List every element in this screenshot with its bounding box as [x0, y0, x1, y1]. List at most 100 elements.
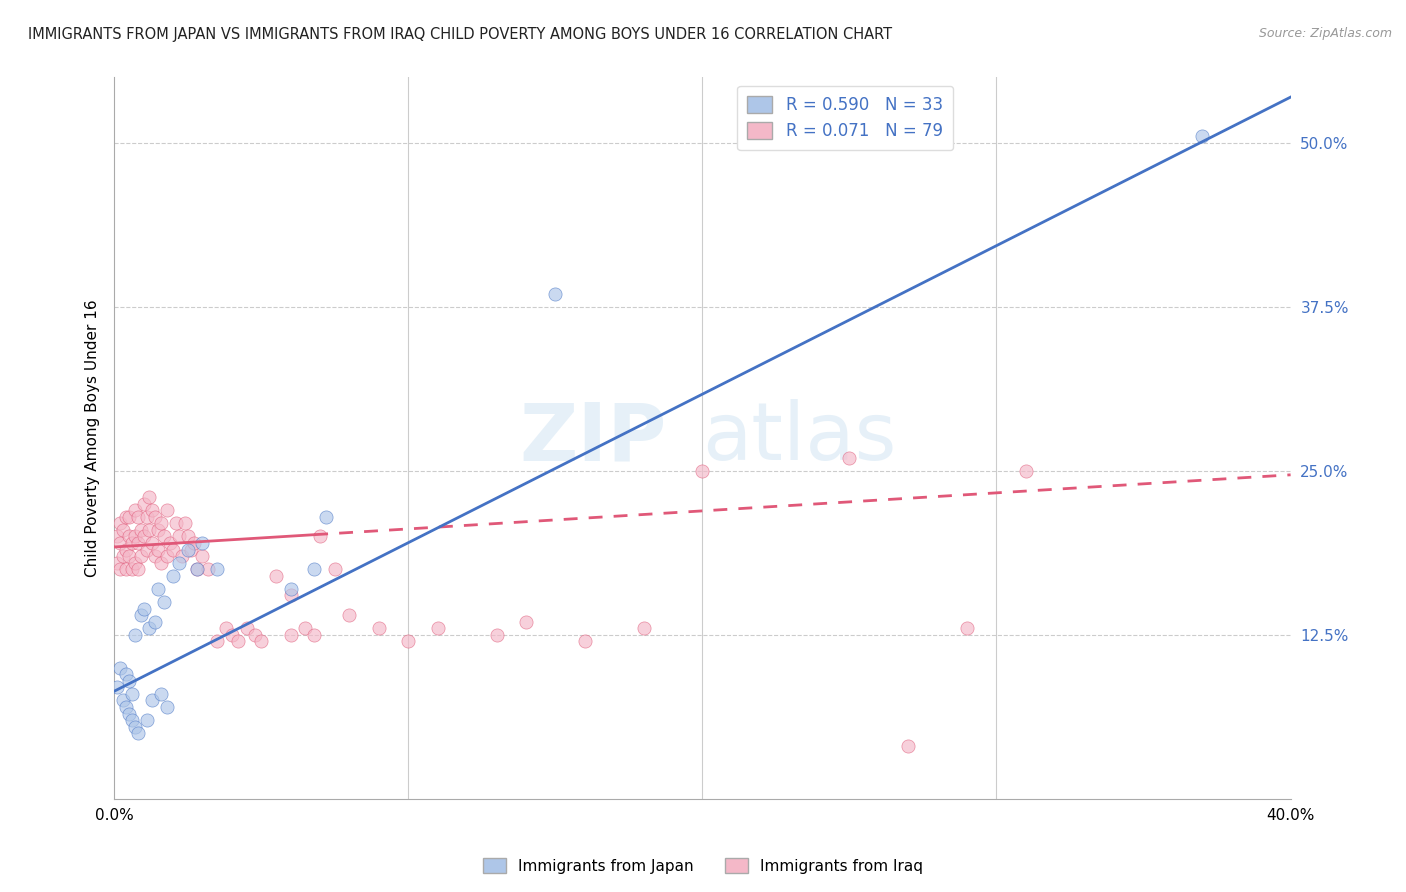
Point — [396, 634, 419, 648]
Point — [124, 628, 146, 642]
Point — [108, 562, 131, 576]
Point — [197, 562, 219, 576]
Point — [105, 529, 128, 543]
Point — [191, 536, 214, 550]
Point — [159, 536, 181, 550]
Point — [118, 706, 141, 721]
Point — [205, 562, 228, 576]
Point — [150, 687, 173, 701]
Point — [838, 450, 860, 465]
Point — [186, 562, 208, 576]
Point — [339, 608, 361, 623]
Point — [245, 628, 267, 642]
Text: IMMIGRANTS FROM JAPAN VS IMMIGRANTS FROM IRAQ CHILD POVERTY AMONG BOYS UNDER 16 : IMMIGRANTS FROM JAPAN VS IMMIGRANTS FROM… — [28, 27, 893, 42]
Point — [127, 536, 149, 550]
Point — [165, 516, 187, 531]
Point — [145, 615, 167, 629]
Point — [633, 621, 655, 635]
Point — [280, 582, 302, 596]
Point — [294, 621, 316, 635]
Point — [141, 503, 163, 517]
Point — [141, 536, 163, 550]
Point — [115, 509, 138, 524]
Point — [515, 615, 537, 629]
Point — [153, 595, 176, 609]
Point — [148, 523, 170, 537]
Point — [138, 621, 160, 635]
Point — [129, 608, 152, 623]
Legend: Immigrants from Japan, Immigrants from Iraq: Immigrants from Japan, Immigrants from I… — [477, 852, 929, 880]
Point — [115, 562, 138, 576]
Point — [323, 562, 346, 576]
Point — [118, 549, 141, 563]
Point — [118, 509, 141, 524]
Point — [315, 509, 337, 524]
Point — [135, 542, 157, 557]
Point — [111, 693, 134, 707]
Point — [156, 700, 179, 714]
Point — [111, 523, 134, 537]
Point — [105, 556, 128, 570]
Point — [150, 556, 173, 570]
Point — [177, 542, 200, 557]
Point — [124, 503, 146, 517]
Point — [156, 549, 179, 563]
Point — [170, 549, 193, 563]
Text: atlas: atlas — [703, 399, 897, 477]
Point — [1015, 464, 1038, 478]
Point — [280, 589, 302, 603]
Point — [121, 687, 143, 701]
Point — [485, 628, 508, 642]
Point — [108, 660, 131, 674]
Point — [145, 549, 167, 563]
Point — [129, 523, 152, 537]
Point — [183, 536, 205, 550]
Point — [309, 529, 332, 543]
Point — [121, 562, 143, 576]
Point — [118, 529, 141, 543]
Point — [162, 569, 184, 583]
Point — [167, 529, 190, 543]
Point — [121, 536, 143, 550]
Point — [426, 621, 449, 635]
Point — [221, 628, 243, 642]
Point — [127, 509, 149, 524]
Point — [132, 529, 155, 543]
Point — [153, 529, 176, 543]
Point — [115, 667, 138, 681]
Point — [121, 713, 143, 727]
Point — [124, 529, 146, 543]
Point — [124, 720, 146, 734]
Point — [105, 680, 128, 694]
Point — [156, 503, 179, 517]
Point — [302, 628, 325, 642]
Point — [186, 562, 208, 576]
Point — [191, 549, 214, 563]
Y-axis label: Child Poverty Among Boys Under 16: Child Poverty Among Boys Under 16 — [86, 300, 100, 577]
Point — [132, 601, 155, 615]
Point — [367, 621, 389, 635]
Point — [173, 516, 195, 531]
Point — [150, 516, 173, 531]
Point — [135, 509, 157, 524]
Point — [544, 286, 567, 301]
Point — [956, 621, 979, 635]
Point — [264, 569, 287, 583]
Point — [141, 693, 163, 707]
Point — [226, 634, 249, 648]
Point — [177, 529, 200, 543]
Point — [127, 726, 149, 740]
Point — [111, 549, 134, 563]
Point — [215, 621, 238, 635]
Point — [115, 542, 138, 557]
Point — [145, 509, 167, 524]
Point — [148, 542, 170, 557]
Point — [167, 556, 190, 570]
Point — [138, 490, 160, 504]
Point — [148, 582, 170, 596]
Point — [897, 739, 920, 754]
Text: ZIP: ZIP — [520, 399, 666, 477]
Point — [205, 634, 228, 648]
Point — [118, 673, 141, 688]
Point — [250, 634, 273, 648]
